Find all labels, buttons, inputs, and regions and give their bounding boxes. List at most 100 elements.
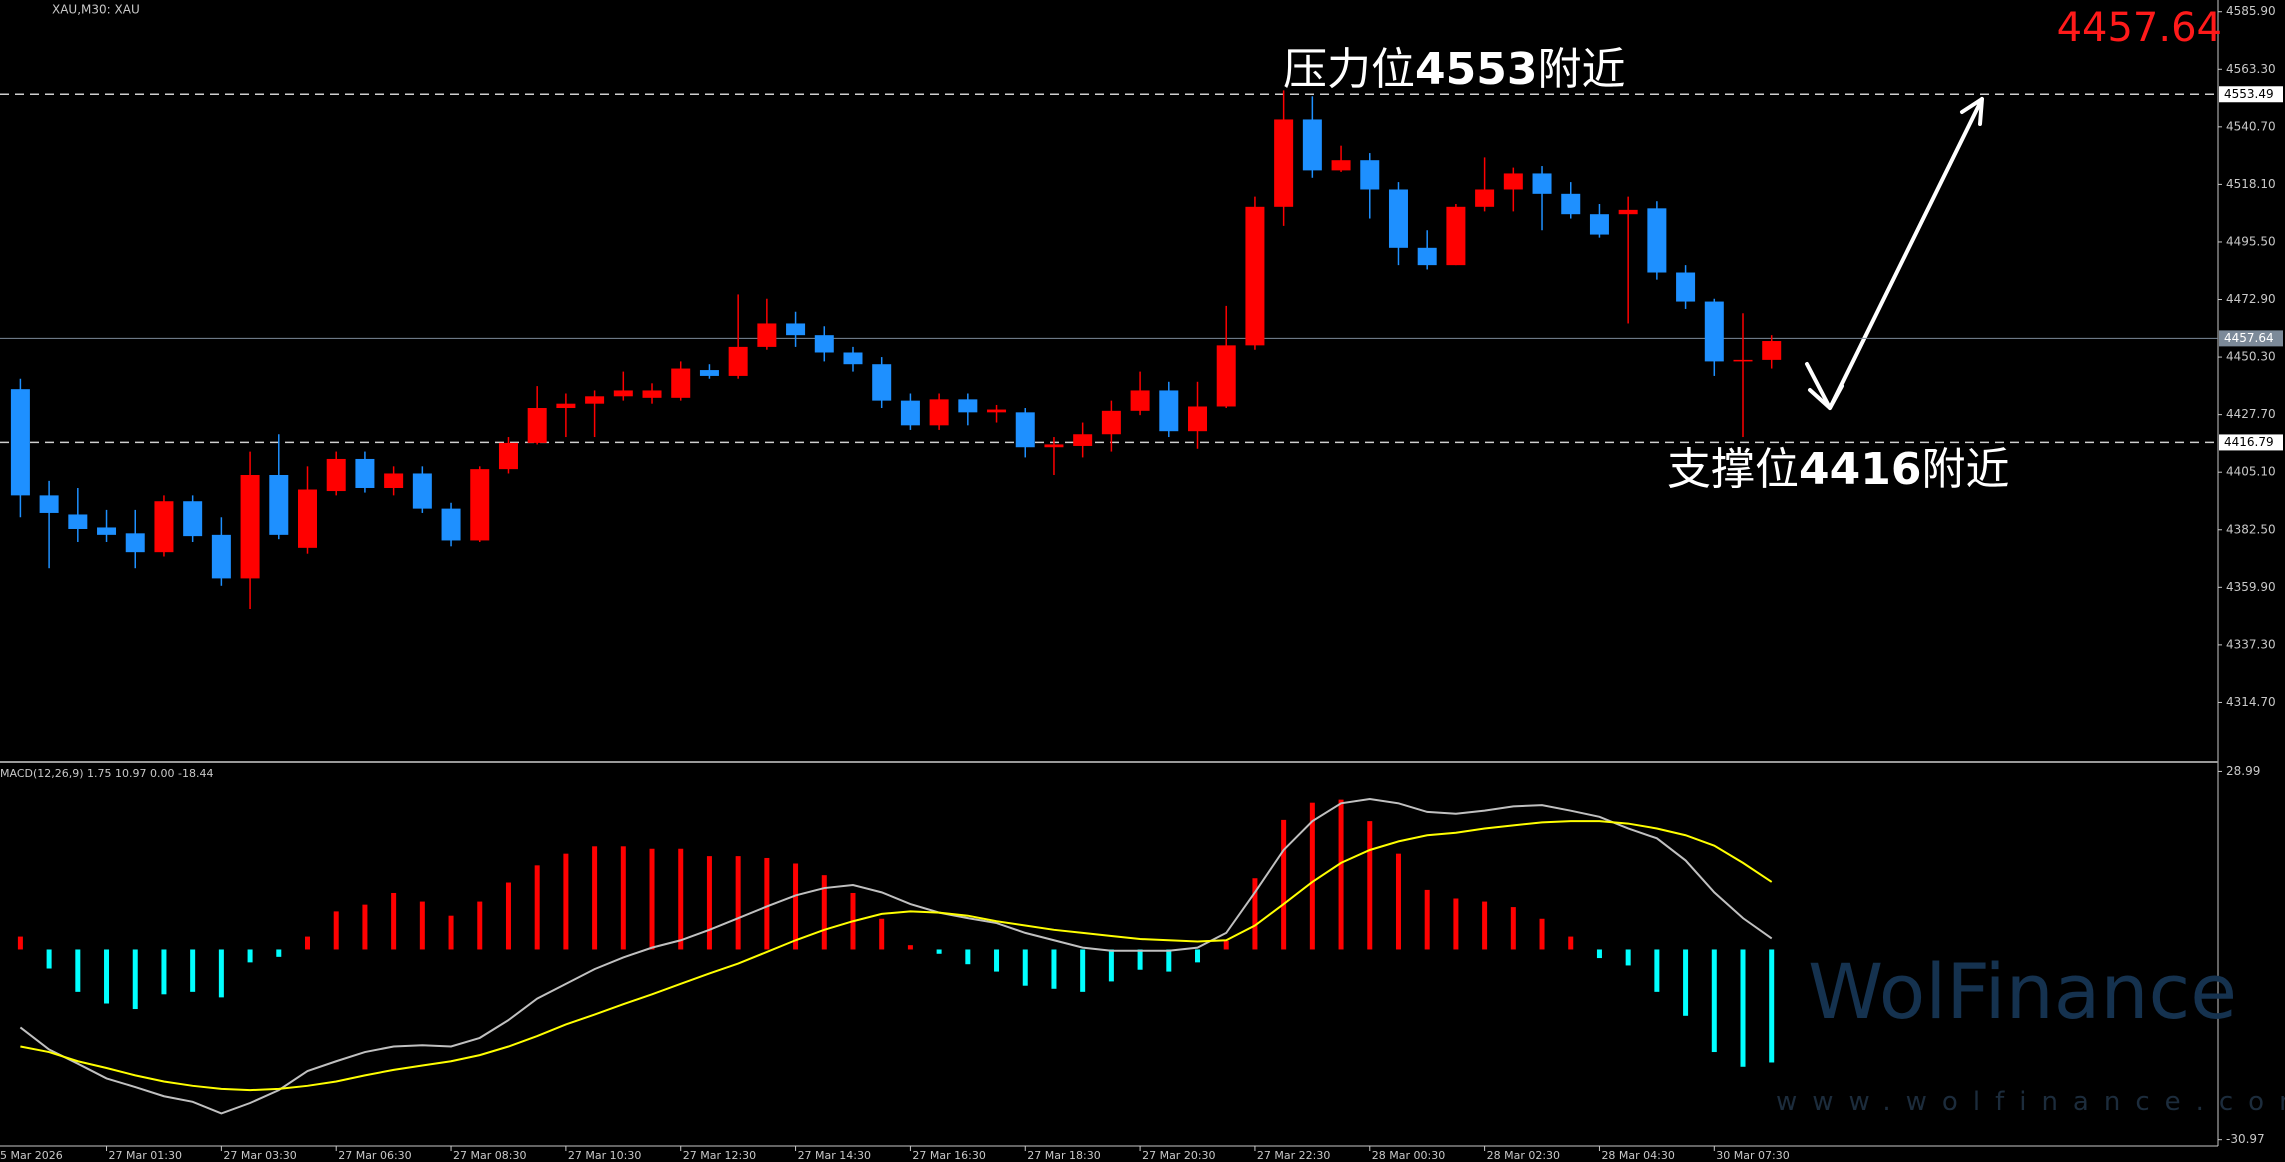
candle-body	[183, 501, 203, 537]
candle-body	[556, 403, 576, 409]
candle-body	[958, 399, 978, 413]
macd-histogram-bar	[1252, 878, 1258, 950]
candle-body	[470, 469, 490, 541]
macd-histogram-bar	[1482, 901, 1488, 950]
macd-histogram-bar	[1510, 907, 1516, 950]
macd-histogram-bar	[1223, 940, 1229, 950]
y-tick-label: 4495.50	[2226, 234, 2276, 248]
macd-label: MACD(12,26,9) 1.75 10.97 0.00 -18.44	[0, 767, 213, 780]
price-tag-label: 4457.64	[2224, 331, 2274, 345]
y-tick-label: 4382.50	[2226, 522, 2276, 536]
y-tick-label: 4427.70	[2226, 407, 2276, 421]
macd-histogram-bar	[161, 949, 167, 995]
macd-tick-label: 28.99	[2226, 764, 2260, 778]
macd-histogram-bar	[534, 865, 540, 950]
candle-body	[1388, 189, 1408, 248]
candle-body	[441, 508, 461, 541]
price-tag-label: 4553.49	[2224, 87, 2274, 101]
macd-histogram-bar	[305, 936, 310, 950]
candle-body	[1302, 119, 1322, 171]
macd-histogram-bar	[1740, 949, 1746, 1067]
x-tick-label: 27 Mar 08:30	[453, 1149, 526, 1162]
candle-body	[1733, 359, 1753, 362]
candle-body	[1417, 247, 1437, 266]
macd-histogram-bar	[333, 911, 339, 950]
macd-histogram-bar	[879, 918, 885, 950]
candle-body	[10, 389, 30, 496]
candle-body	[1446, 206, 1466, 266]
annotation: 支撑位4416附近	[1667, 444, 2009, 496]
candle-body	[298, 489, 317, 548]
y-tick-label: 4540.70	[2226, 119, 2276, 133]
candle-body	[154, 501, 174, 553]
x-tick-label: 27 Mar 12:30	[683, 1149, 756, 1162]
x-tick-label: 28 Mar 02:30	[1487, 1149, 1560, 1162]
x-tick-label: 27 Mar 14:30	[798, 1149, 871, 1162]
annotation-part: 压力位	[1283, 44, 1415, 95]
macd-histogram-bar	[1596, 949, 1602, 959]
price-tag	[2219, 330, 2283, 347]
macd-histogram-bar	[1654, 949, 1660, 992]
macd-histogram-bar	[1195, 949, 1201, 963]
candle-body	[269, 475, 289, 535]
macd-histogram-bar	[735, 856, 741, 950]
candle-body	[240, 475, 260, 579]
macd-histogram-bar	[190, 949, 196, 992]
candle-body	[1073, 434, 1093, 446]
symbol-label: XAU,M30: XAU	[52, 3, 140, 17]
candle-body	[1618, 209, 1638, 215]
candle-body	[757, 323, 777, 347]
watermark-brand: WolFinance	[1808, 947, 2237, 1036]
candle-body	[498, 442, 518, 470]
price-tag	[2219, 86, 2283, 103]
macd-histogram-bar	[706, 856, 712, 950]
watermark-url: www.wolfinance.com	[1776, 1087, 2285, 1117]
macd-histogram-bar	[104, 949, 110, 1004]
candle-body	[1503, 173, 1523, 190]
candle-body	[814, 335, 834, 353]
macd-histogram-bar	[362, 904, 368, 950]
x-tick-label: 27 Mar 03:30	[223, 1149, 296, 1162]
macd-histogram-bar	[649, 848, 655, 950]
candle-body	[786, 323, 806, 336]
x-tick-label: 30 Mar 07:30	[1716, 1149, 1789, 1162]
candle-body	[1589, 214, 1609, 235]
macd-histogram-bar	[132, 949, 138, 1010]
candle-body	[642, 390, 662, 398]
candle-body	[1475, 189, 1495, 207]
y-tick-label: 4450.30	[2226, 350, 2276, 364]
x-tick-label: 28 Mar 04:30	[1601, 1149, 1674, 1162]
macd-histogram-bar	[678, 848, 684, 950]
candle-body	[585, 396, 605, 404]
macd-histogram-bar	[477, 901, 483, 950]
candle-body	[1188, 406, 1208, 432]
candle-body	[1331, 160, 1351, 171]
y-tick-label: 4359.90	[2226, 580, 2276, 594]
candle-body	[1676, 272, 1696, 302]
annotation-part: 4553	[1415, 44, 1537, 95]
candle-body	[527, 408, 547, 443]
price-tag	[2219, 434, 2283, 451]
candle-body	[987, 409, 1007, 413]
macd-histogram-bar	[1424, 889, 1430, 950]
macd-histogram-bar	[1022, 949, 1028, 986]
candle-body	[1360, 160, 1380, 190]
candle-body	[1647, 208, 1667, 273]
candle-body	[872, 364, 892, 401]
macd-histogram-bar	[592, 846, 598, 950]
candle-body	[1015, 412, 1035, 448]
candle-body	[1130, 390, 1150, 411]
candle-body	[68, 514, 88, 529]
macd-histogram-bar	[505, 882, 511, 950]
candle-body	[1044, 444, 1064, 448]
candle-body	[211, 534, 231, 579]
x-tick-label: 27 Mar 10:30	[568, 1149, 641, 1162]
candle-body	[355, 458, 375, 488]
candle-body	[1704, 301, 1724, 362]
macd-histogram-bar	[1769, 949, 1775, 1063]
macd-histogram-bar	[1395, 853, 1401, 950]
macd-histogram-bar	[563, 853, 569, 950]
macd-histogram-bar	[1568, 936, 1574, 950]
macd-histogram-bar	[907, 945, 913, 950]
